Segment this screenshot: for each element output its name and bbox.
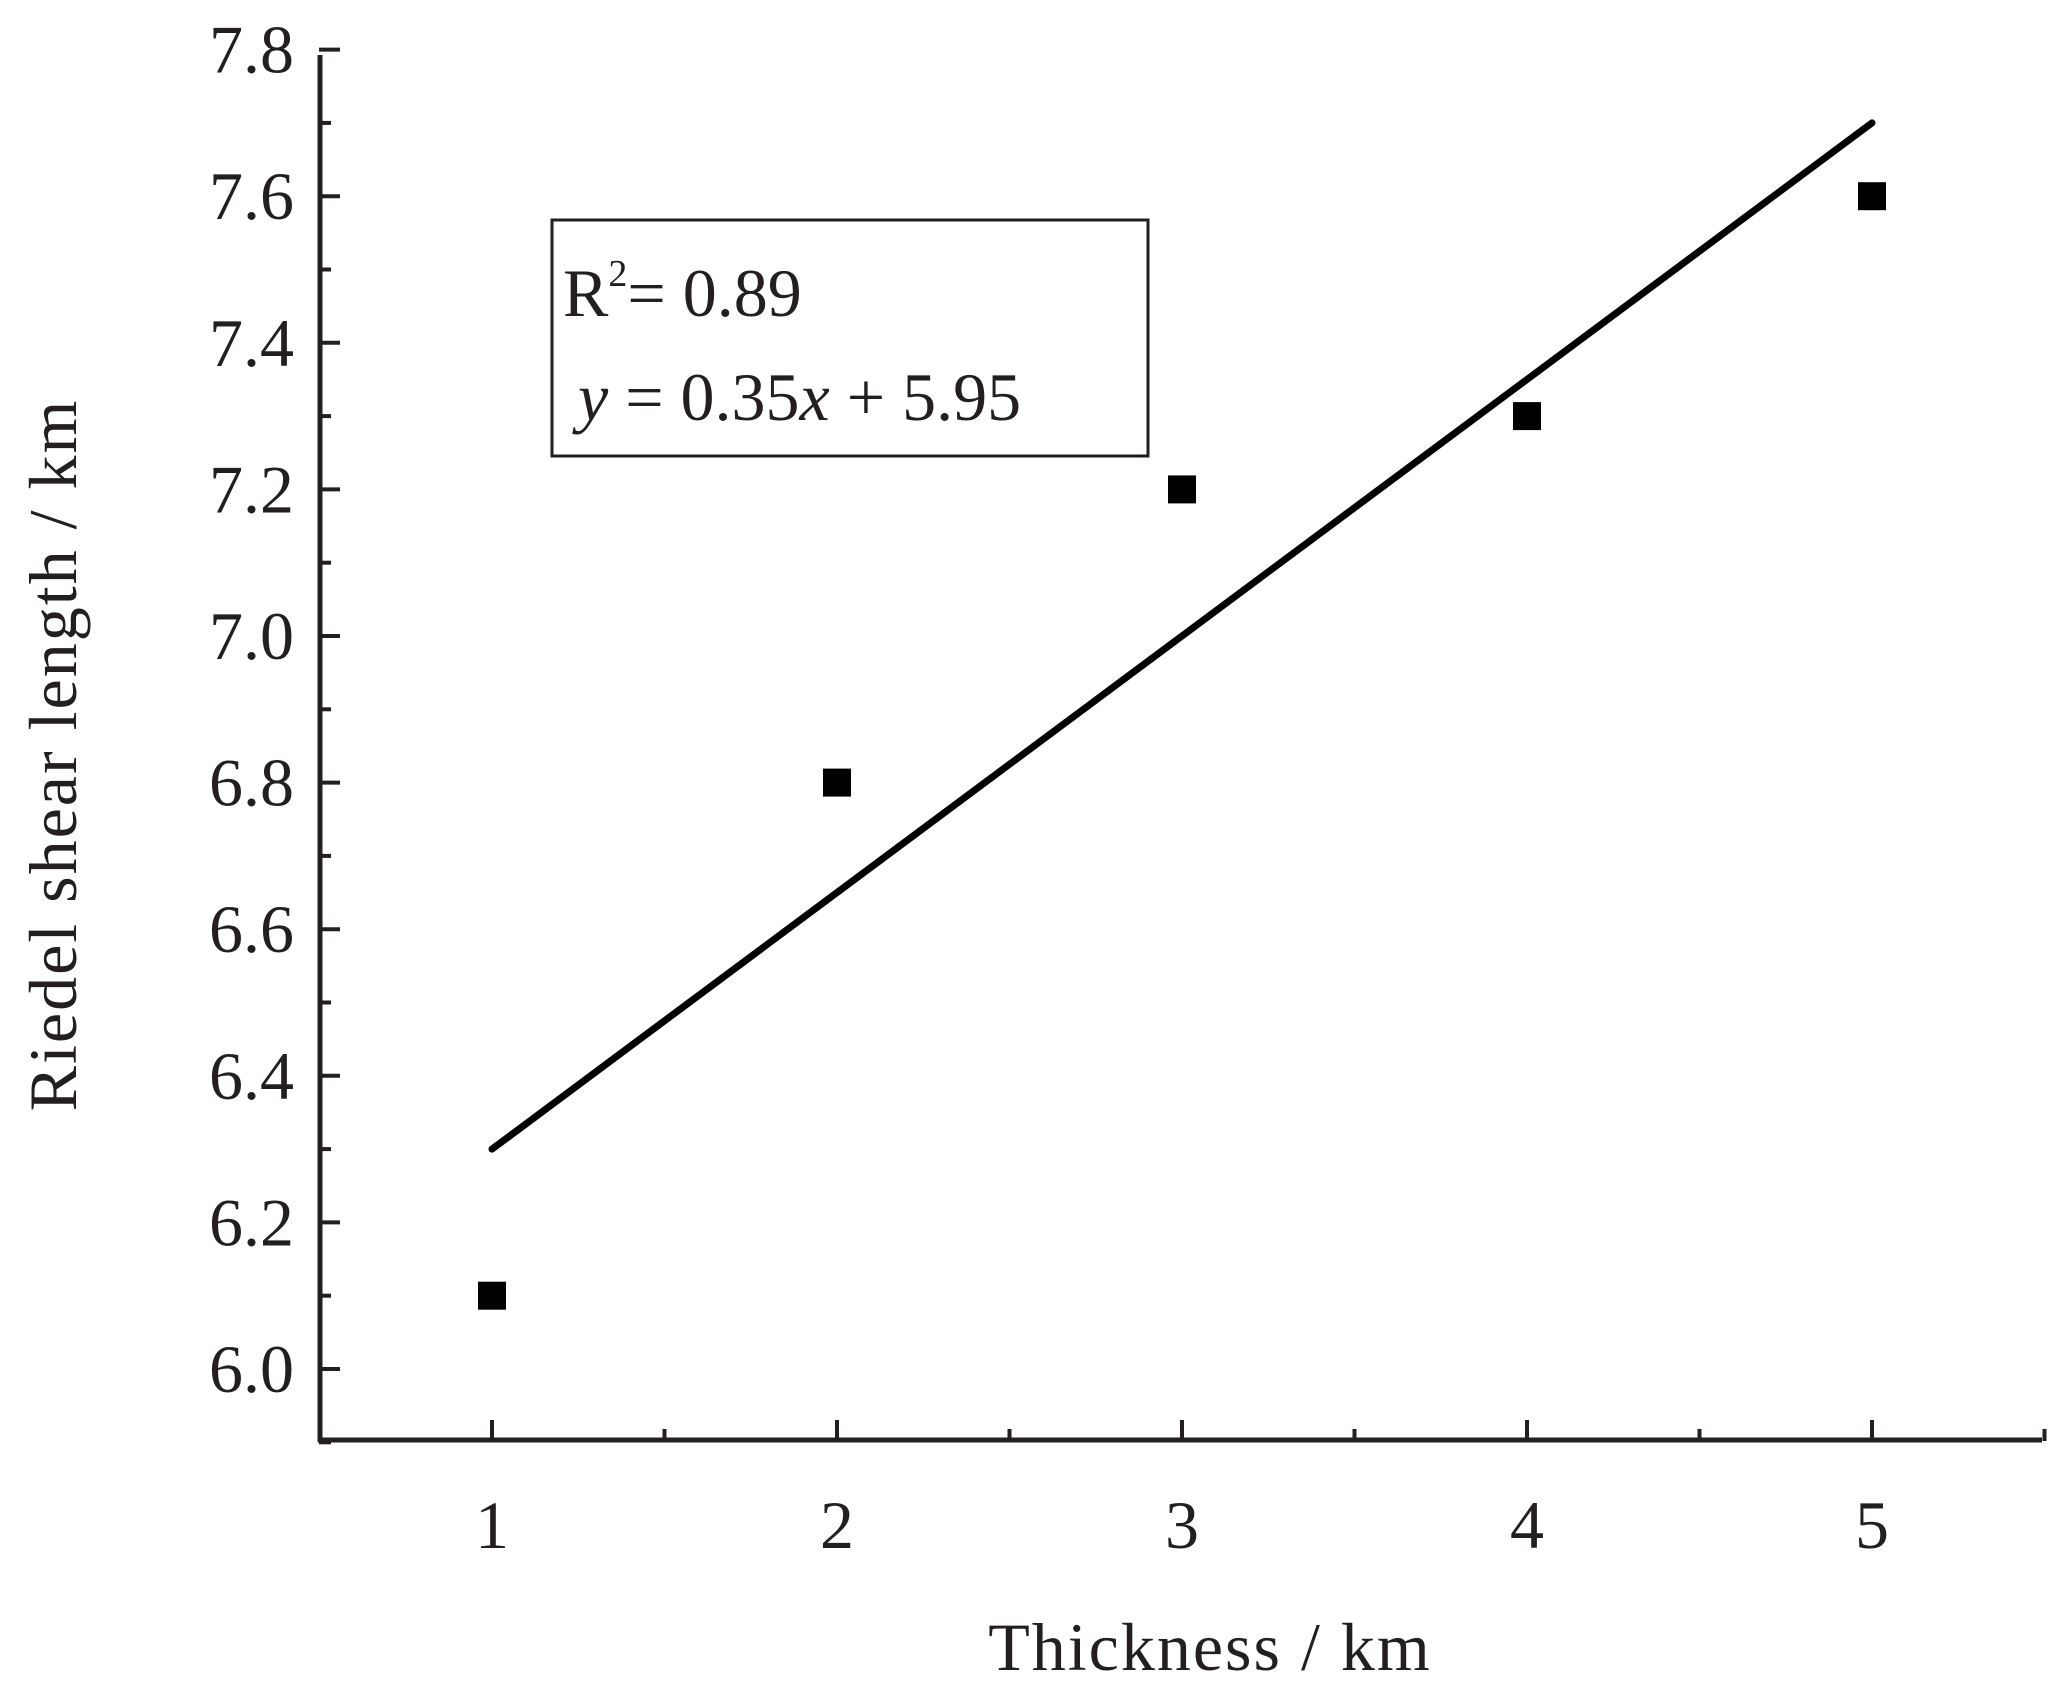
- annotation-box: R2= 0.89 y = 0.35x + 5.95: [550, 218, 1150, 458]
- y-tick-label: 7.8: [209, 12, 294, 88]
- y-axis-title: Riedel shear length / km: [15, 399, 91, 1112]
- x-ticks: 1 2 3 4 5: [317, 1420, 2047, 1563]
- x-tick-label: 3: [1165, 1487, 1199, 1563]
- equation-x: x: [799, 359, 830, 435]
- fit-line: [488, 119, 1876, 1153]
- fit-line-group: [488, 119, 1876, 1153]
- x-axis-title: Thickness / km: [988, 1609, 1432, 1685]
- y-tick-label: 6.6: [209, 891, 294, 967]
- y-tick-label: 6.0: [209, 1331, 294, 1407]
- r-squared-text: R2= 0.89: [563, 253, 802, 331]
- equation-y: y: [572, 359, 609, 435]
- y-ticks: 6.0 6.2 6.4 6.6 6.8 7.0 7.2 7.4 7.6 7.8: [209, 12, 340, 1445]
- r2-label: R: [563, 255, 609, 331]
- x-tick-label: 5: [1855, 1487, 1889, 1563]
- y-tick-label: 6.4: [209, 1038, 294, 1114]
- equation-middle: = 0.35: [608, 359, 799, 435]
- y-tick-label: 6.2: [209, 1184, 294, 1260]
- y-tick-label: 6.8: [209, 745, 294, 821]
- annotation-frame: [550, 218, 1150, 458]
- data-point: [1513, 402, 1541, 431]
- data-points: [478, 182, 1886, 1310]
- y-tick-label: 7.2: [209, 451, 294, 527]
- y-tick-label: 7.6: [209, 158, 294, 234]
- equation-end: + 5.95: [830, 359, 1021, 435]
- x-tick-label: 2: [820, 1487, 854, 1563]
- y-tick-label: 7.0: [209, 598, 294, 674]
- r2-superscript: 2: [608, 253, 627, 295]
- x-tick-label: 1: [475, 1487, 509, 1563]
- data-point: [1858, 182, 1886, 211]
- data-point: [823, 768, 851, 797]
- data-point: [478, 1281, 506, 1310]
- x-tick-label: 4: [1510, 1487, 1544, 1563]
- data-point: [1168, 475, 1196, 504]
- y-tick-label: 7.4: [209, 305, 294, 381]
- r2-value: = 0.89: [627, 255, 801, 331]
- equation-text: y = 0.35x + 5.95: [572, 359, 1021, 435]
